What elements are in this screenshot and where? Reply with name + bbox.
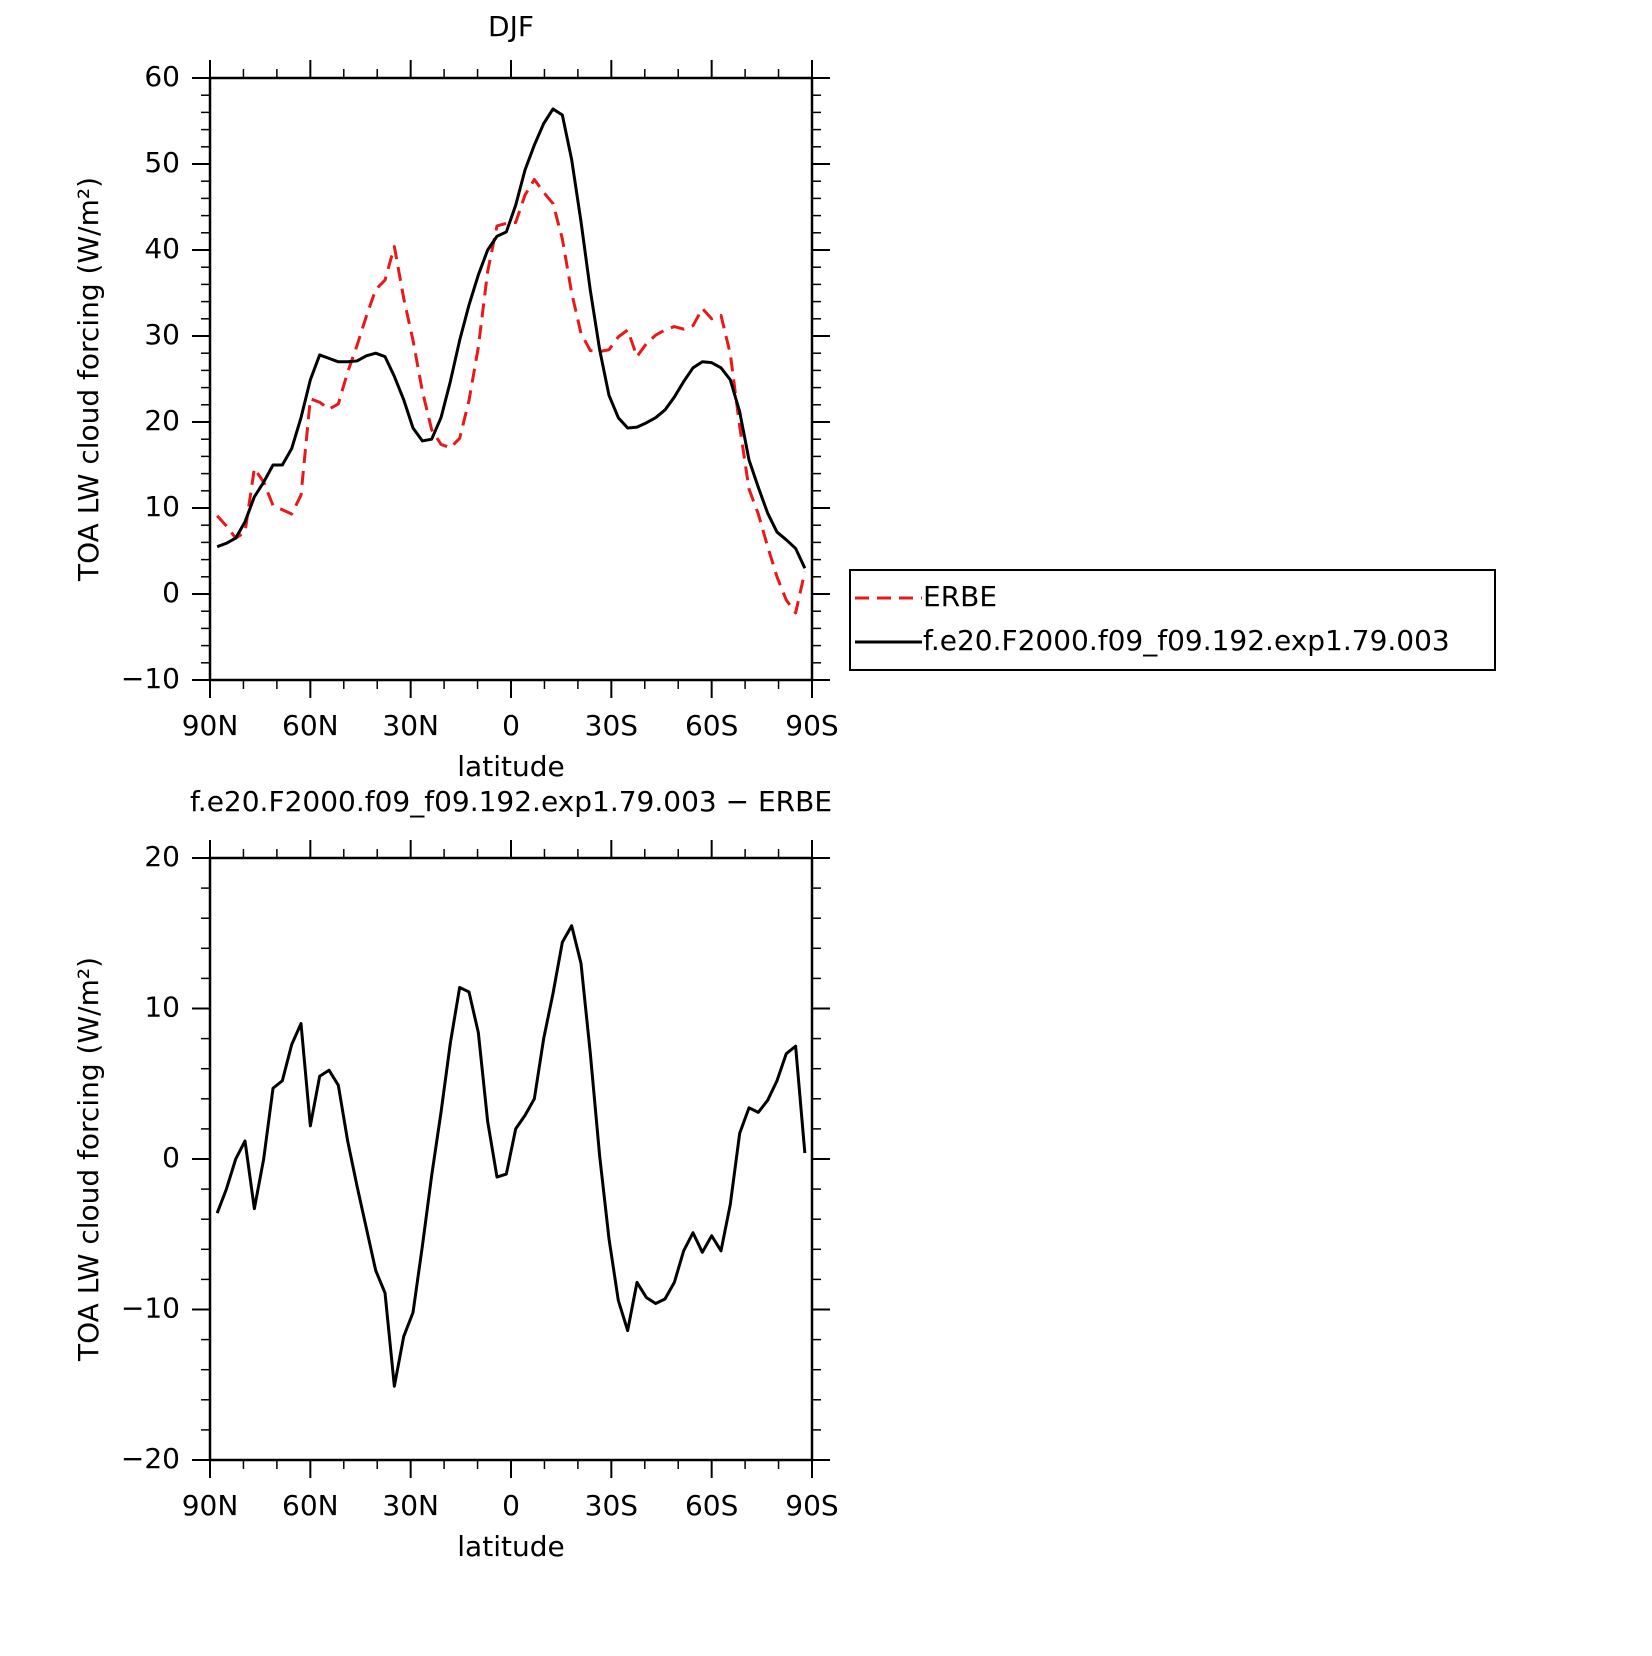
data-line xyxy=(216,177,807,615)
y-axis-label: TOA LW cloud forcing (W/m²) xyxy=(72,957,105,1362)
x-tick-label: 0 xyxy=(502,1489,520,1522)
x-tick-label: 60S xyxy=(685,709,738,742)
x-tick-label: 90N xyxy=(182,1489,239,1522)
legend-label: ERBE xyxy=(923,580,997,613)
data-line xyxy=(215,924,807,1388)
plot-frame xyxy=(208,856,814,1462)
x-tick-label: 90S xyxy=(785,1489,838,1522)
x-tick-label: 60N xyxy=(282,1489,339,1522)
x-axis-label: latitude xyxy=(457,750,564,783)
x-tick-label: 30S xyxy=(585,709,638,742)
x-axis-label: latitude xyxy=(457,1530,564,1563)
x-tick-label: 90S xyxy=(785,709,838,742)
data-line xyxy=(216,107,807,569)
y-tick-label: −10 xyxy=(121,1292,180,1325)
y-tick-label: 10 xyxy=(144,991,180,1024)
y-tick-label: −20 xyxy=(121,1442,180,1475)
chart-title: DJF xyxy=(488,10,534,43)
x-tick-label: 90N xyxy=(182,709,239,742)
y-tick-label: 50 xyxy=(144,146,180,179)
legend-label: f.e20.F2000.f09_f09.192.exp1.79.003 xyxy=(923,624,1450,657)
y-tick-label: 20 xyxy=(144,840,180,873)
y-tick-label: 0 xyxy=(162,1141,180,1174)
x-tick-label: 0 xyxy=(502,709,520,742)
x-tick-label: 60S xyxy=(685,1489,738,1522)
y-tick-label: 10 xyxy=(144,490,180,523)
x-tick-label: 60N xyxy=(282,709,339,742)
x-tick-label: 30S xyxy=(585,1489,638,1522)
x-tick-label: 30N xyxy=(382,1489,439,1522)
y-tick-label: 60 xyxy=(144,60,180,93)
y-axis-label: TOA LW cloud forcing (W/m²) xyxy=(72,177,105,582)
x-tick-label: 30N xyxy=(382,709,439,742)
chart-title: f.e20.F2000.f09_f09.192.exp1.79.003 − ER… xyxy=(190,785,832,818)
plot-frame xyxy=(208,76,814,682)
y-tick-label: 40 xyxy=(144,232,180,265)
y-tick-label: 0 xyxy=(162,576,180,609)
y-tick-label: −10 xyxy=(121,662,180,695)
legend-box xyxy=(849,569,1496,671)
y-tick-label: 30 xyxy=(144,318,180,351)
y-tick-label: 20 xyxy=(144,404,180,437)
